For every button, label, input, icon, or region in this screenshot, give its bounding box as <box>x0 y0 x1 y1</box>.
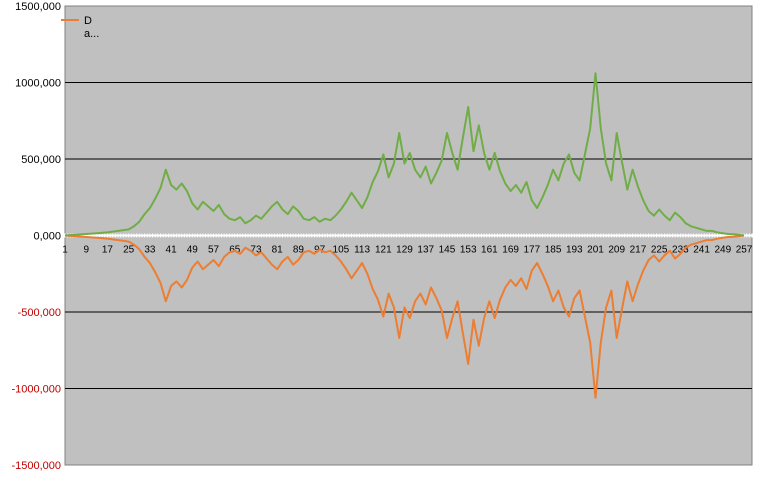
x-tick-label: 241 <box>693 245 710 256</box>
y-axis-tick-labels: 1500,000 1000,000 500,000 0,000 -500,000 -100… <box>11 1 61 472</box>
x-tick-label: 137 <box>417 245 434 256</box>
y-tick-label: 1000,000 <box>15 78 61 90</box>
x-tick-label: 169 <box>502 245 519 256</box>
x-tick-label: 49 <box>187 245 199 256</box>
y-tick-label: -1500,000 <box>11 460 61 472</box>
x-tick-label: 33 <box>144 245 156 256</box>
x-tick-label: 161 <box>481 245 498 256</box>
x-tick-label: 177 <box>523 245 540 256</box>
legend: Da... <box>61 15 99 40</box>
x-tick-label: 185 <box>545 245 562 256</box>
x-tick-label: 25 <box>123 245 135 256</box>
x-tick-label: 41 <box>166 245 178 256</box>
y-tick-label: -500,000 <box>18 307 61 319</box>
x-tick-label: 225 <box>651 245 668 256</box>
x-tick-label: 145 <box>439 245 456 256</box>
x-tick-label: 217 <box>630 245 647 256</box>
x-tick-label: 129 <box>396 245 413 256</box>
x-tick-label: 81 <box>272 245 284 256</box>
x-tick-label: 73 <box>250 245 262 256</box>
y-tick-label: 1500,000 <box>15 1 61 13</box>
x-tick-label: 249 <box>714 245 731 256</box>
x-tick-label: 113 <box>354 245 370 256</box>
y-tick-label: 500,000 <box>21 154 61 166</box>
x-tick-label: 9 <box>83 245 89 256</box>
x-tick-label: 105 <box>333 245 350 256</box>
x-tick-label: 1 <box>62 245 68 256</box>
x-tick-label: 121 <box>375 245 392 256</box>
x-tick-label: 233 <box>672 245 689 256</box>
x-tick-label: 89 <box>293 245 305 256</box>
series-line-1 <box>64 72 745 237</box>
series-lines <box>64 72 745 399</box>
legend-label: D <box>84 15 92 27</box>
x-tick-label: 209 <box>608 245 625 256</box>
y-tick-label: 0,000 <box>33 231 61 243</box>
x-tick-label: 153 <box>460 245 477 256</box>
x-tick-label: 17 <box>102 245 114 256</box>
series-line-0 <box>64 234 745 399</box>
gridlines <box>64 82 753 389</box>
legend-label: a... <box>84 28 99 40</box>
x-tick-label: 193 <box>566 245 583 256</box>
x-tick-label: 57 <box>208 245 220 256</box>
x-tick-label: 257 <box>736 245 753 256</box>
x-tick-label: 201 <box>587 245 604 256</box>
y-tick-label: -1000,000 <box>11 384 61 396</box>
